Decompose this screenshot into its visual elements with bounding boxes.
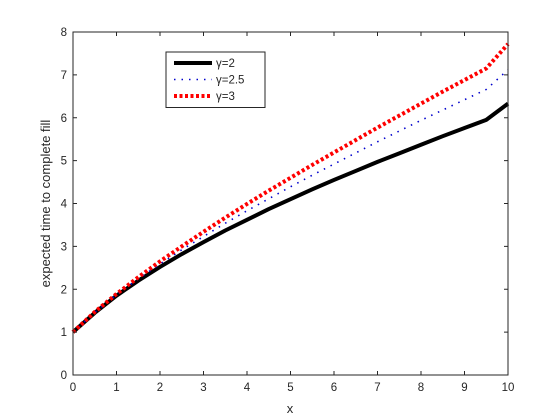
x-tick-label: 1 [113, 382, 119, 394]
x-tick-label: 6 [331, 382, 337, 394]
series-lines [71, 42, 510, 334]
x-axis-label: x [287, 401, 294, 416]
y-tick-label: 5 [61, 156, 67, 168]
y-tick-label: 4 [61, 199, 68, 211]
x-tick-label: 2 [157, 382, 163, 394]
legend: γ=2 γ=2.5 γ=3 [165, 51, 266, 108]
x-tick-label: 10 [502, 382, 515, 394]
legend-label-3: γ=3 [216, 91, 235, 103]
y-tick-label: 6 [61, 113, 67, 125]
y-tick-label: 1 [61, 327, 67, 339]
x-tick-label: 3 [200, 382, 206, 394]
tick-marks [72, 31, 509, 376]
x-tick-label: 4 [244, 382, 251, 394]
x-tick-label: 0 [70, 382, 76, 394]
y-tick-label: 7 [61, 70, 67, 82]
tick-labels: 0 1 2 3 4 5 6 7 8 9 10 0 1 2 3 4 5 6 7 8 [61, 27, 515, 394]
y-tick-label: 0 [61, 370, 67, 382]
legend-label-2: γ=2.5 [216, 75, 244, 87]
plot-area [73, 32, 508, 375]
series-line-1 [71, 101, 510, 334]
y-tick-label: 3 [61, 241, 67, 253]
legend-label-1: γ=2 [216, 58, 235, 70]
y-axis-label: expected time to complete fill [38, 120, 53, 288]
x-tick-label: 7 [374, 382, 380, 394]
x-tick-label: 5 [287, 382, 293, 394]
y-tick-label: 8 [61, 27, 67, 39]
x-tick-label: 9 [461, 382, 467, 394]
x-tick-label: 8 [418, 382, 424, 394]
y-tick-label: 2 [61, 284, 67, 296]
series-line-3 [71, 42, 510, 334]
